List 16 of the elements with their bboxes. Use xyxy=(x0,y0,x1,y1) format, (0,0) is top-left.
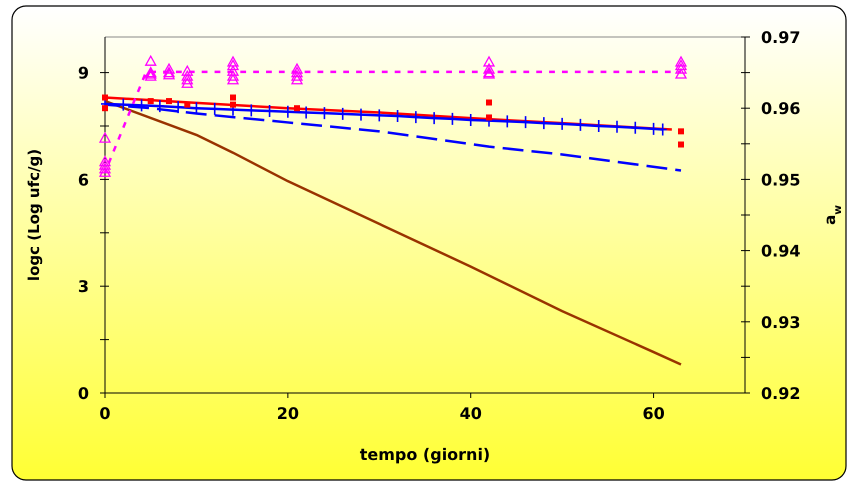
y2-tick-label: 0.95 xyxy=(761,170,800,190)
y-tick-label: 0 xyxy=(78,384,89,403)
y2-tick-label: 0.97 xyxy=(761,28,800,47)
y2-tick-label: 0.94 xyxy=(761,242,800,261)
y2-tick-label: 0.96 xyxy=(761,99,800,118)
x-axis-title: tempo (giorni) xyxy=(360,445,490,464)
x-tick-label: 60 xyxy=(642,404,665,423)
x-tick-label: 40 xyxy=(460,404,482,423)
x-tick-label: 20 xyxy=(276,404,299,423)
y-axis-title: logc (Log ufc/g) xyxy=(25,148,43,282)
y2-tick-label: 0.93 xyxy=(761,312,800,332)
x-tick-label: 0 xyxy=(99,404,111,423)
y-tick-label: 6 xyxy=(78,170,89,190)
y2-tick-label: 0.92 xyxy=(761,384,800,403)
y-tick-label: 3 xyxy=(78,277,89,296)
y-tick-label: 9 xyxy=(78,64,89,83)
